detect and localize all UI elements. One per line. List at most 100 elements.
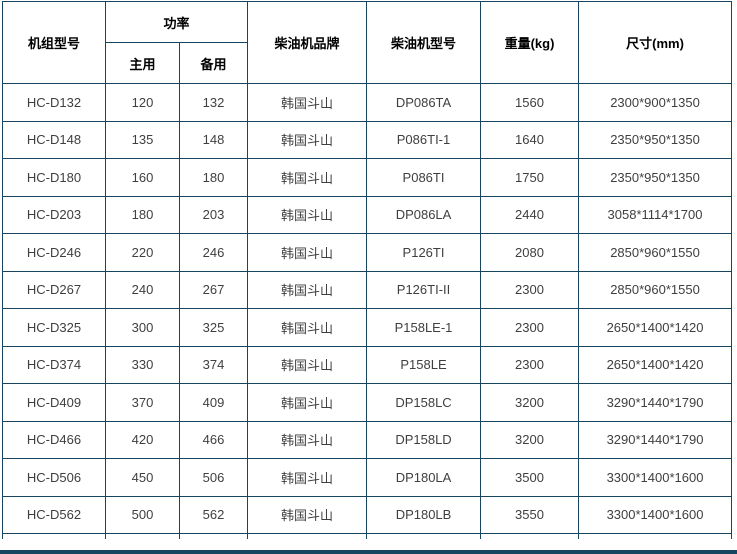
table-cell: P158LE — [366, 345, 482, 384]
table-cell: 3300*1400*1600 — [578, 495, 733, 534]
header-unit-model: 机组型号 — [2, 1, 106, 84]
table-partial-row-container — [2, 533, 733, 539]
table-cell: 2300 — [480, 345, 580, 384]
table-cell: 300 — [105, 308, 180, 347]
table-cell: DP180LB — [366, 495, 482, 534]
table-cell: 2850*960*1550 — [578, 233, 733, 272]
empty-cell — [2, 533, 106, 539]
table-cell: HC-D409 — [2, 383, 106, 422]
table-cell: DP158LD — [366, 420, 482, 459]
table-cell: 韩国斗山 — [247, 270, 368, 309]
table-cell: 2650*1400*1420 — [578, 345, 733, 384]
header-engine-brand: 柴油机品牌 — [247, 1, 368, 84]
table-cell: 506 — [178, 458, 249, 497]
table-row: HC-D562 500 562 韩国斗山 DP180LB 3550 3300*1400*16… — [2, 495, 733, 534]
table-row: HC-D180 160 180 韩国斗山 P086TI 1750 2350*950*1350 — [2, 158, 733, 197]
table-cell: 韩国斗山 — [247, 158, 368, 197]
table-cell: 3500 — [480, 458, 580, 497]
table-cell: 325 — [178, 308, 249, 347]
table-cell: 409 — [178, 383, 249, 422]
table-cell: 374 — [178, 345, 249, 384]
table-cell: 120 — [105, 83, 180, 122]
table-cell: P086TI-1 — [366, 120, 482, 159]
table-cell: HC-D246 — [2, 233, 106, 272]
table-cell: 2850*960*1550 — [578, 270, 733, 309]
table-cell: 3200 — [480, 420, 580, 459]
table-cell: 韩国斗山 — [247, 383, 368, 422]
table-row: HC-D148 135 148 韩国斗山 P086TI-1 1640 2350*950*13… — [2, 120, 733, 159]
table-cell: 2080 — [480, 233, 580, 272]
generator-spec-table: 机组型号 功率 柴油机品牌 柴油机型号 重量(kg) 尺寸(mm) 主用 备用 … — [2, 1, 733, 539]
empty-cell — [105, 533, 180, 539]
table-cell: 330 — [105, 345, 180, 384]
table-cell: P126TI-II — [366, 270, 482, 309]
table-cell: 3550 — [480, 495, 580, 534]
table-row: HC-D325 300 325 韩国斗山 P158LE-1 2300 2650*1400*1… — [2, 308, 733, 347]
table-cell: HC-D180 — [2, 158, 106, 197]
table-cell: 3200 — [480, 383, 580, 422]
table-cell: 240 — [105, 270, 180, 309]
table-cell: 2350*950*1350 — [578, 158, 733, 197]
table-cell: 370 — [105, 383, 180, 422]
table-row: HC-D374 330 374 韩国斗山 P158LE 2300 2650*1400*142… — [2, 345, 733, 384]
table-cell: 2300*900*1350 — [578, 83, 733, 122]
table-cell: 2650*1400*1420 — [578, 308, 733, 347]
table-cell: 135 — [105, 120, 180, 159]
table-cell: 2350*950*1350 — [578, 120, 733, 159]
table-cell: 韩国斗山 — [247, 458, 368, 497]
table-row: HC-D409 370 409 韩国斗山 DP158LC 3200 3290*1440*17… — [2, 383, 733, 422]
table-cell: 韩国斗山 — [247, 120, 368, 159]
table-cell: 韩国斗山 — [247, 495, 368, 534]
table-cell: P158LE-1 — [366, 308, 482, 347]
table-cell: 1750 — [480, 158, 580, 197]
header-power-prime: 主用 — [105, 42, 180, 84]
table-cell: 3058*1114*1700 — [578, 195, 733, 234]
table-cell: 1560 — [480, 83, 580, 122]
header-dimensions: 尺寸(mm) — [578, 1, 733, 84]
empty-cell — [178, 533, 249, 539]
table-cell: DP180LA — [366, 458, 482, 497]
table-cell: P086TI — [366, 158, 482, 197]
table-cell: HC-D562 — [2, 495, 106, 534]
table-row: HC-D267 240 267 韩国斗山 P126TI-II 2300 2850*960*1… — [2, 270, 733, 309]
table-cell: 160 — [105, 158, 180, 197]
header-weight: 重量(kg) — [480, 1, 580, 84]
table-body: HC-D132 120 132 韩国斗山 DP086TA 1560 2300*900*135… — [2, 83, 733, 534]
table-cell: 2440 — [480, 195, 580, 234]
table-cell: 2300 — [480, 270, 580, 309]
table-cell: 450 — [105, 458, 180, 497]
table-cell: P126TI — [366, 233, 482, 272]
table-cell: DP158LC — [366, 383, 482, 422]
table-cell: HC-D506 — [2, 458, 106, 497]
empty-cell — [366, 533, 482, 539]
table-cell: 132 — [178, 83, 249, 122]
header-engine-model: 柴油机型号 — [366, 1, 482, 84]
table-cell: 180 — [105, 195, 180, 234]
clipped-next-row — [2, 533, 733, 539]
table-cell: 1640 — [480, 120, 580, 159]
table-cell: 562 — [178, 495, 249, 534]
clipped-bottom-bar — [0, 550, 737, 554]
table-cell: 203 — [178, 195, 249, 234]
table-row: HC-D203 180 203 韩国斗山 DP086LA 2440 3058*1114*17… — [2, 195, 733, 234]
table-cell: 韩国斗山 — [247, 233, 368, 272]
table-cell: 韩国斗山 — [247, 420, 368, 459]
table-cell: 3300*1400*1600 — [578, 458, 733, 497]
table-cell: 267 — [178, 270, 249, 309]
table-cell: HC-D203 — [2, 195, 106, 234]
table-cell: 3290*1440*1790 — [578, 420, 733, 459]
table-header: 机组型号 功率 柴油机品牌 柴油机型号 重量(kg) 尺寸(mm) 主用 备用 — [2, 1, 733, 84]
table-row: HC-D246 220 246 韩国斗山 P126TI 2080 2850*960*1550 — [2, 233, 733, 272]
table-cell: 韩国斗山 — [247, 345, 368, 384]
empty-cell — [480, 533, 580, 539]
table-cell: 220 — [105, 233, 180, 272]
table-cell: 500 — [105, 495, 180, 534]
empty-cell — [578, 533, 733, 539]
table-cell: HC-D325 — [2, 308, 106, 347]
table-cell: DP086LA — [366, 195, 482, 234]
table-cell: 148 — [178, 120, 249, 159]
table-row: HC-D506 450 506 韩国斗山 DP180LA 3500 3300*1400*16… — [2, 458, 733, 497]
table-row: HC-D466 420 466 韩国斗山 DP158LD 3200 3290*1440*17… — [2, 420, 733, 459]
table-cell: 韩国斗山 — [247, 83, 368, 122]
